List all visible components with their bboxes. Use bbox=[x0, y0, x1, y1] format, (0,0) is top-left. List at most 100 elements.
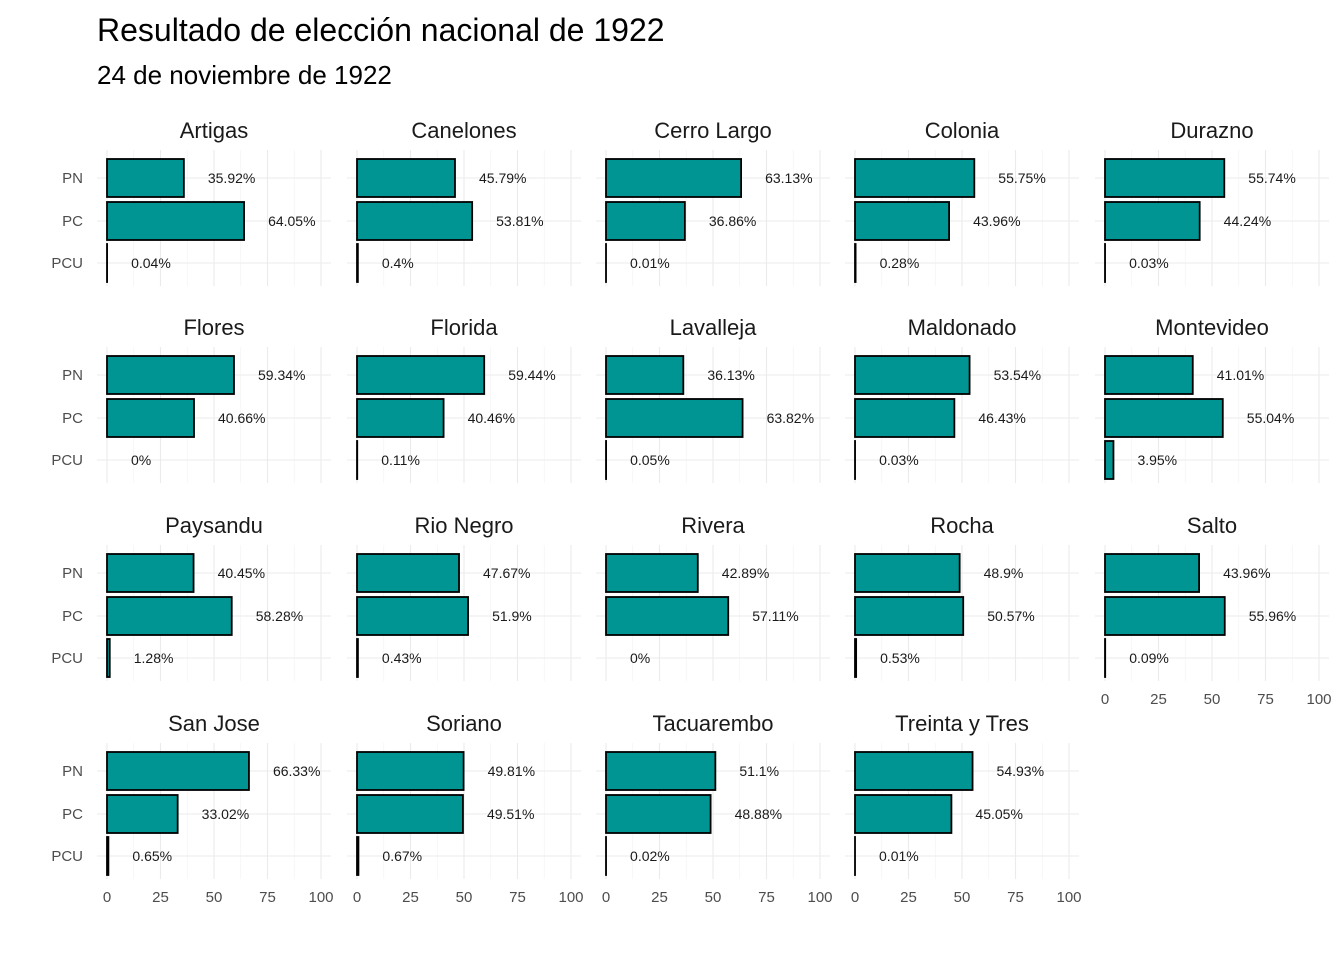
x-tick-label: 50 bbox=[456, 889, 473, 906]
x-tick-label: 100 bbox=[1056, 889, 1081, 906]
panel-lavalleja: Lavalleja 36.13% 63.82% 0.05% bbox=[596, 315, 830, 483]
data-label: 3.95% bbox=[1137, 452, 1177, 468]
x-tick-label: 100 bbox=[807, 889, 832, 906]
x-tick-label: 50 bbox=[705, 889, 722, 906]
facet-title: Rivera bbox=[681, 513, 745, 538]
bar-pcu bbox=[356, 638, 359, 678]
bar-pc bbox=[106, 398, 195, 438]
bar-pc bbox=[605, 596, 730, 636]
bar-pc bbox=[356, 596, 469, 636]
panel-salto: Salto 43.96% 55.96% 0.09% 0 25 50 75 100 bbox=[1095, 513, 1332, 708]
data-label: 36.86% bbox=[709, 213, 756, 229]
x-tick-label: 50 bbox=[206, 889, 223, 906]
data-label: 58.28% bbox=[256, 608, 303, 624]
data-label: 0.03% bbox=[1129, 255, 1169, 271]
data-label: 42.89% bbox=[722, 565, 769, 581]
bar-pc bbox=[854, 794, 953, 834]
bar-pc bbox=[605, 398, 744, 438]
data-label: 0.05% bbox=[630, 452, 670, 468]
panel-treinta-y-tres: Treinta y Tres 54.93% 45.05% 0.01% 0 25 50 75 10… bbox=[845, 711, 1082, 906]
data-label: 51.1% bbox=[739, 763, 779, 779]
bar-pn bbox=[1104, 553, 1200, 593]
facet-panels: Artigas 35.92% 64.05% 0.04% PN PC PCU Canelones… bbox=[51, 118, 1331, 906]
panel-rivera: Rivera 42.89% 57.11% 0% bbox=[596, 513, 830, 681]
category-label: PCU bbox=[51, 255, 83, 272]
data-label: 0% bbox=[630, 650, 650, 666]
bar-pn bbox=[106, 553, 195, 593]
bar-pn bbox=[854, 158, 976, 198]
bar-pn bbox=[356, 751, 465, 791]
category-label: PN bbox=[62, 367, 83, 384]
bar-pn bbox=[854, 553, 961, 593]
bar-pcu bbox=[356, 243, 359, 283]
data-label: 0.01% bbox=[879, 848, 919, 864]
bar-pc bbox=[1104, 201, 1201, 241]
x-tick-label: 25 bbox=[651, 889, 668, 906]
data-label: 40.46% bbox=[468, 410, 515, 426]
bar-pn bbox=[106, 158, 185, 198]
x-tick-label: 25 bbox=[1150, 691, 1167, 708]
data-label: 50.57% bbox=[987, 608, 1034, 624]
data-label: 66.33% bbox=[273, 763, 320, 779]
facet-title: Cerro Largo bbox=[654, 118, 771, 143]
x-tick-label: 100 bbox=[1306, 691, 1331, 708]
bar-pn bbox=[605, 355, 685, 395]
data-label: 0.11% bbox=[381, 452, 420, 468]
category-label: PC bbox=[62, 608, 83, 625]
bar-pn bbox=[605, 158, 742, 198]
x-tick-label: 75 bbox=[259, 889, 276, 906]
panel-rocha: Rocha 48.9% 50.57% 0.53% bbox=[845, 513, 1079, 681]
data-label: 44.24% bbox=[1224, 213, 1271, 229]
data-label: 41.01% bbox=[1217, 367, 1264, 383]
panel-rio-negro: Rio Negro 47.67% 51.9% 0.43% bbox=[347, 513, 581, 681]
bar-pc bbox=[854, 596, 965, 636]
panel-flores: Flores 59.34% 40.66% 0% PN PC PCU bbox=[51, 315, 331, 483]
data-label: 51.9% bbox=[492, 608, 532, 624]
x-tick-label: 0 bbox=[1101, 691, 1109, 708]
chart-title: Resultado de elección nacional de 1922 bbox=[97, 12, 665, 48]
bar-pn bbox=[605, 553, 699, 593]
bar-pcu bbox=[106, 836, 110, 876]
bar-pcu bbox=[1104, 440, 1115, 480]
facet-title: Durazno bbox=[1170, 118, 1253, 143]
category-label: PC bbox=[62, 410, 83, 427]
facet-title: Soriano bbox=[426, 711, 502, 736]
data-label: 43.96% bbox=[1223, 565, 1270, 581]
facet-title: Colonia bbox=[925, 118, 1000, 143]
data-label: 36.13% bbox=[707, 367, 754, 383]
data-label: 0.67% bbox=[382, 848, 422, 864]
bar-pc bbox=[106, 201, 245, 241]
panel-canelones: Canelones 45.79% 53.81% 0.4% bbox=[347, 118, 581, 286]
data-label: 0.65% bbox=[132, 848, 172, 864]
category-label: PCU bbox=[51, 650, 83, 667]
data-label: 53.81% bbox=[496, 213, 543, 229]
data-label: 64.05% bbox=[268, 213, 315, 229]
x-tick-label: 50 bbox=[954, 889, 971, 906]
x-tick-label: 75 bbox=[509, 889, 526, 906]
bar-pn bbox=[605, 751, 717, 791]
x-tick-label: 25 bbox=[900, 889, 917, 906]
bar-pn bbox=[356, 158, 456, 198]
x-tick-label: 75 bbox=[1257, 691, 1274, 708]
data-label: 59.44% bbox=[508, 367, 555, 383]
bar-pcu bbox=[106, 638, 111, 678]
panel-paysandu: Paysandu 40.45% 58.28% 1.28% PN PC PCU bbox=[51, 513, 331, 681]
panel-tacuarembo: Tacuarembo 51.1% 48.88% 0.02% 0 25 50 75 100 bbox=[596, 711, 833, 906]
x-tick-label: 75 bbox=[1007, 889, 1024, 906]
bar-pc bbox=[854, 201, 950, 241]
data-label: 0.53% bbox=[880, 650, 920, 666]
facet-title: San Jose bbox=[168, 711, 260, 736]
facet-title: Maldonado bbox=[908, 315, 1017, 340]
data-label: 47.67% bbox=[483, 565, 530, 581]
bar-pc bbox=[1104, 596, 1226, 636]
data-label: 55.75% bbox=[998, 170, 1045, 186]
bar-pn bbox=[356, 355, 486, 395]
facet-title: Salto bbox=[1187, 513, 1237, 538]
data-label: 45.79% bbox=[479, 170, 526, 186]
chart-subtitle: 24 de noviembre de 1922 bbox=[97, 60, 392, 90]
bar-pn bbox=[106, 355, 235, 395]
facet-title: Florida bbox=[430, 315, 498, 340]
x-tick-label: 0 bbox=[103, 889, 111, 906]
data-label: 49.51% bbox=[487, 806, 534, 822]
data-label: 45.05% bbox=[975, 806, 1022, 822]
